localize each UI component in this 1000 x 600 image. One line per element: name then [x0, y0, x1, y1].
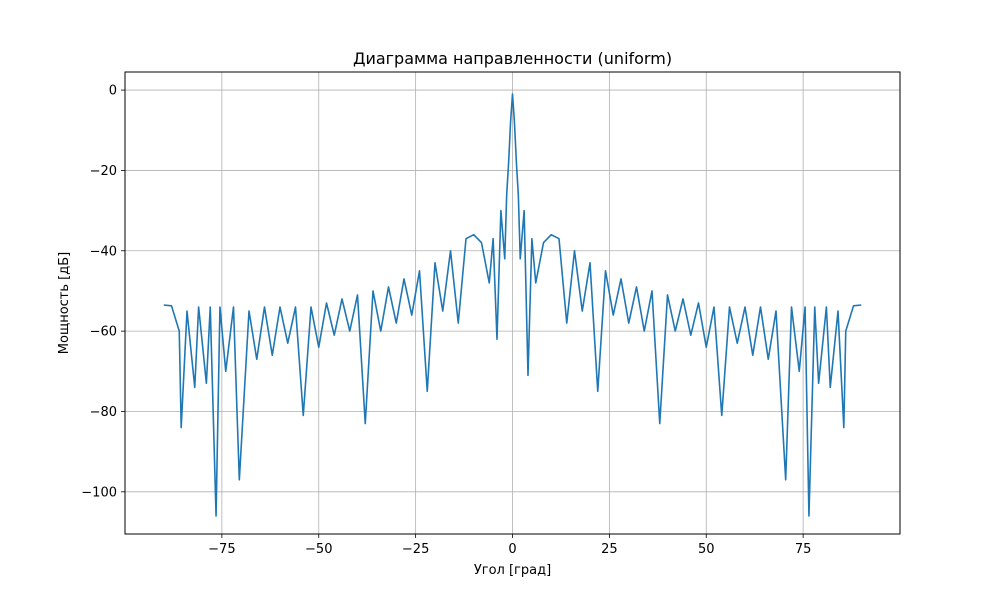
- x-tick-label: 0: [508, 542, 516, 557]
- x-tick-label: 25: [601, 542, 618, 557]
- x-tick-label: −25: [402, 542, 429, 557]
- x-tick-label: −50: [305, 542, 332, 557]
- x-tick-label: −75: [208, 542, 235, 557]
- series-layer: [163, 93, 862, 517]
- y-tick-label: −40: [90, 244, 117, 259]
- y-tick-label: −80: [90, 405, 117, 420]
- chart-title: Диаграмма направленности (uniform): [353, 49, 672, 68]
- y-tick-label: −20: [90, 164, 117, 179]
- y-tick-label: −60: [90, 325, 117, 340]
- x-tick-label: 50: [698, 542, 715, 557]
- series-line: [163, 93, 862, 517]
- x-tick-label: 75: [795, 542, 812, 557]
- x-axis-label: Угол [град]: [474, 563, 551, 578]
- y-axis-label: Мощность [дБ]: [57, 252, 72, 354]
- y-tick-label: −100: [81, 485, 117, 500]
- ticks: −75 −50 −25 0 25 50 75 0 −20 −40 −60 −80 −100: [81, 84, 811, 557]
- y-tick-label: 0: [109, 84, 117, 99]
- grid: [125, 72, 900, 534]
